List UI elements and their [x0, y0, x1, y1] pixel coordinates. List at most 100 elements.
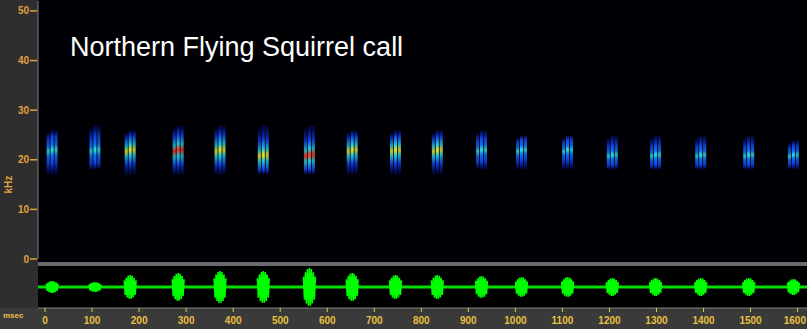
- pulse: [432, 130, 443, 175]
- waveform-burst: [476, 276, 488, 298]
- x-tick: [421, 308, 422, 312]
- pulse: [47, 130, 58, 175]
- pulse: [516, 135, 527, 170]
- pulse-streak: [97, 125, 100, 170]
- x-tick-label: 1100: [552, 315, 574, 326]
- pulses: [47, 125, 799, 175]
- pulse-streak: [516, 138, 519, 170]
- x-tick-label: 900: [460, 315, 477, 326]
- waveform-core: [652, 282, 659, 293]
- pulse-streak: [390, 133, 393, 175]
- x-tick: [468, 308, 469, 312]
- waveform-burst: [390, 275, 402, 299]
- pulse-streak: [484, 130, 487, 170]
- pulse-streak: [355, 130, 358, 175]
- pulse: [89, 125, 100, 170]
- pulse-streak: [611, 135, 614, 170]
- pulse-streak: [312, 125, 315, 175]
- y-tick: [30, 258, 37, 260]
- waveform-core: [392, 280, 399, 294]
- x-tick: [656, 308, 657, 312]
- pulse-streak: [432, 133, 435, 175]
- pulse-streak: [173, 128, 176, 175]
- y-tick-label: 30: [18, 105, 30, 116]
- x-tick-label: 1200: [598, 315, 621, 326]
- pulse-streak: [699, 135, 702, 170]
- waveform-burst: [743, 278, 755, 296]
- pulse-streak: [524, 135, 527, 170]
- pulse: [215, 125, 226, 175]
- x-tick: [139, 308, 140, 312]
- x-tick: [374, 308, 375, 312]
- x-tick-label: 600: [319, 315, 336, 326]
- waveform-core: [175, 279, 182, 296]
- x-tick: [797, 308, 798, 312]
- waveform-core: [697, 282, 704, 293]
- waveform-burst: [124, 275, 136, 299]
- pulse-streak: [607, 138, 610, 170]
- y-tick: [30, 159, 37, 161]
- x-tick-label: 1000: [504, 315, 527, 326]
- pulse: [390, 130, 401, 175]
- pulse-streak: [129, 130, 132, 175]
- pulse-streak: [93, 125, 96, 170]
- x-tick-label: 1400: [692, 315, 715, 326]
- waveform-burst: [304, 268, 316, 306]
- pulse-streak: [440, 130, 443, 175]
- waveform-burst: [257, 271, 269, 303]
- pulse-streak: [792, 140, 795, 170]
- pulse-streak: [570, 135, 573, 170]
- x-tick: [609, 308, 610, 312]
- waveform-trace: [743, 278, 755, 296]
- pulse: [607, 135, 618, 170]
- pulse: [788, 140, 799, 170]
- pulse-streak: [476, 133, 479, 170]
- pulse-streak: [703, 135, 706, 170]
- pulse-streak: [796, 140, 799, 170]
- waveform-burst: [562, 277, 574, 297]
- waveform-trace: [89, 282, 101, 292]
- x-tick-label: 500: [272, 315, 289, 326]
- pulse-streak: [743, 138, 746, 170]
- y-tick: [30, 60, 37, 62]
- y-axis-line: [38, 1, 39, 259]
- waveform-baseline: [38, 286, 807, 289]
- waveform-trace: [695, 278, 707, 296]
- x-tick-label: 200: [131, 315, 148, 326]
- waveform-trace: [257, 271, 269, 303]
- waveform-area: [38, 266, 807, 308]
- waveform-trace: [172, 273, 184, 301]
- waveform-trace: [304, 268, 316, 306]
- waveform-trace: [788, 279, 800, 295]
- waveform-core: [518, 281, 525, 293]
- x-tick: [280, 308, 281, 312]
- spectrogram-figure: 01020304050kHz01002003004005006007008009…: [0, 0, 807, 329]
- pulse-streak: [89, 128, 92, 170]
- x-tick: [515, 308, 516, 312]
- y-tick-label: 20: [18, 154, 30, 165]
- waveform-burst: [606, 278, 618, 296]
- waveform-trace: [606, 278, 618, 296]
- waveform-burst: [214, 271, 226, 303]
- plot-area: [38, 0, 807, 262]
- pulse-streak: [788, 143, 791, 170]
- pulse-streak: [562, 138, 565, 170]
- pulse: [743, 135, 754, 170]
- waveform-trace: [431, 275, 443, 299]
- pulse-streak: [222, 125, 225, 175]
- pulse: [173, 125, 184, 175]
- x-tick: [92, 308, 93, 312]
- pulse-streak: [615, 135, 618, 170]
- x-tick: [45, 308, 46, 312]
- waveform-core: [564, 281, 571, 293]
- y-axis-label: kHz: [3, 176, 14, 194]
- y-tick: [30, 209, 37, 211]
- waveform-burst: [650, 278, 662, 296]
- y-tick-label: 0: [23, 254, 29, 265]
- pulse-streak: [566, 135, 569, 170]
- waveform-burst: [788, 279, 800, 295]
- panel-separator: [38, 262, 807, 266]
- waveform-core: [609, 282, 616, 293]
- x-axis-strip: [0, 308, 807, 329]
- waveform-trace: [214, 271, 226, 303]
